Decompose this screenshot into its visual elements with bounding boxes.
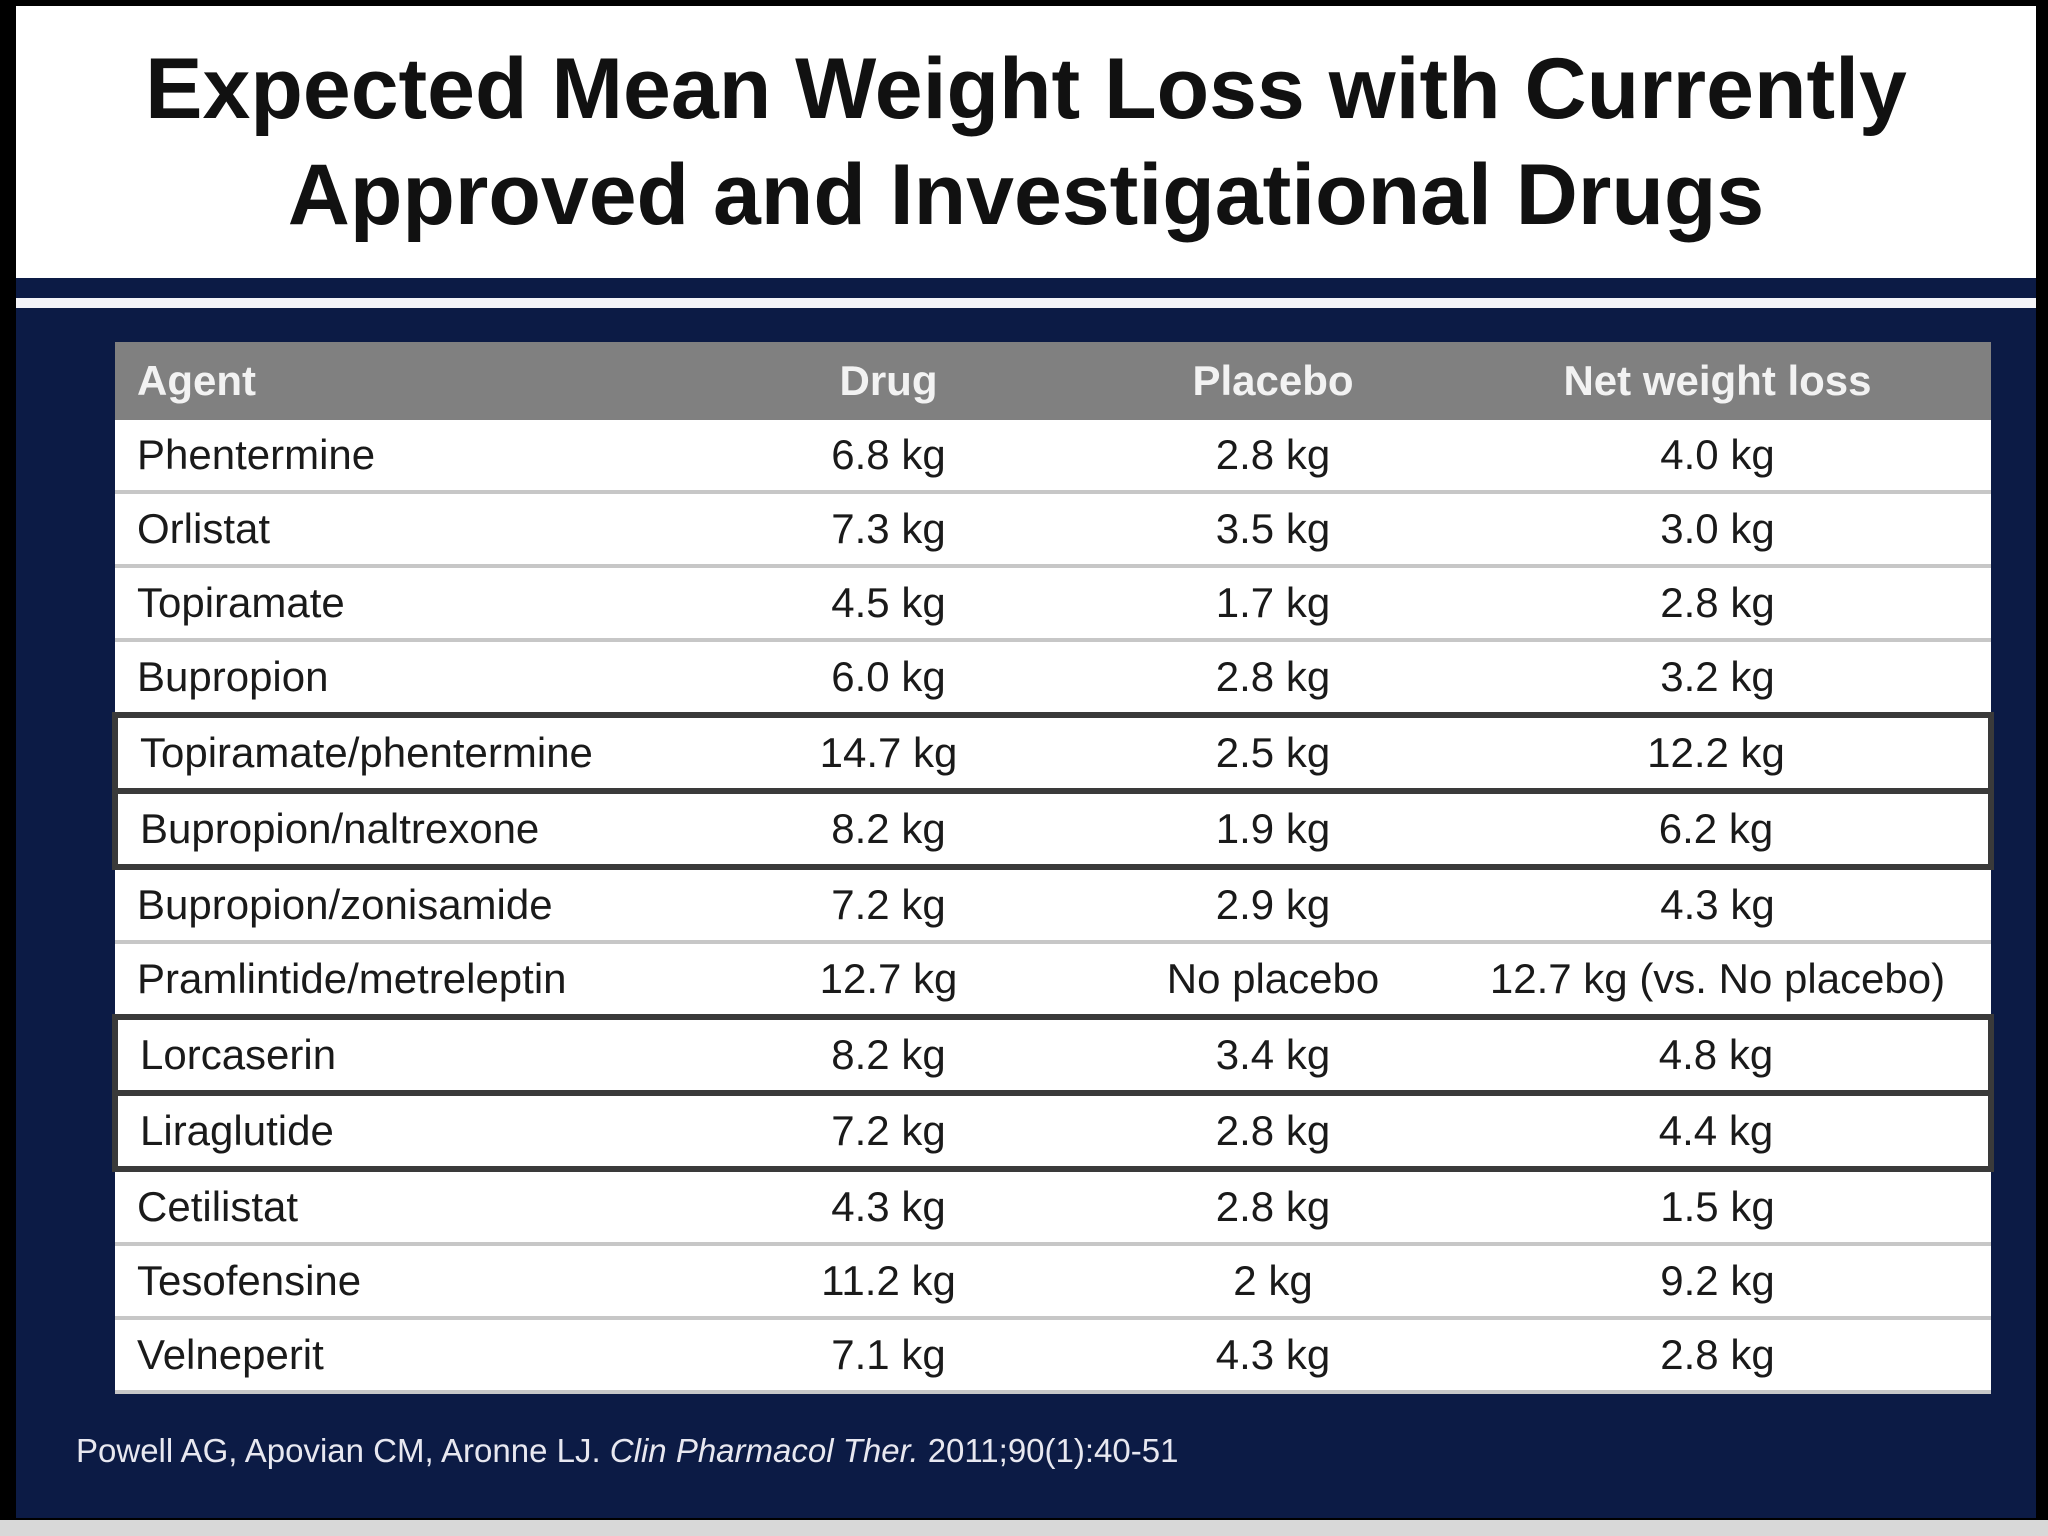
net-weight-loss-cell: 4.0 kg bbox=[1444, 420, 1991, 494]
drug-cell: 7.2 kg bbox=[675, 867, 1102, 944]
net-weight-loss-cell: 1.5 kg bbox=[1444, 1169, 1991, 1246]
table-row: Phentermine 6.8 kg 2.8 kg 4.0 kg bbox=[115, 420, 1991, 494]
slide: Expected Mean Weight Loss with Currently… bbox=[16, 6, 2036, 1518]
title-divider-highlight bbox=[16, 298, 2036, 308]
agent-cell: Velneperit bbox=[115, 1318, 675, 1394]
drug-cell: 11.2 kg bbox=[675, 1244, 1102, 1320]
drug-cell: 7.3 kg bbox=[675, 492, 1102, 568]
placebo-cell: 1.7 kg bbox=[1102, 566, 1444, 642]
agent-cell: Bupropion bbox=[115, 640, 675, 717]
header-drug: Drug bbox=[675, 342, 1102, 420]
header-agent: Agent bbox=[115, 342, 675, 420]
slide-title: Expected Mean Weight Loss with Currently… bbox=[145, 36, 1907, 248]
net-weight-loss-cell: 2.8 kg bbox=[1444, 566, 1991, 642]
net-weight-loss-cell: 4.4 kg bbox=[1444, 1090, 1994, 1172]
placebo-cell: 1.9 kg bbox=[1102, 788, 1444, 870]
table-row: Bupropion 6.0 kg 2.8 kg 3.2 kg bbox=[115, 640, 1991, 717]
drug-cell: 6.8 kg bbox=[675, 420, 1102, 494]
table-row: Velneperit 7.1 kg 4.3 kg 2.8 kg bbox=[115, 1318, 1991, 1394]
bottom-strip bbox=[0, 1520, 2048, 1536]
placebo-cell: 3.5 kg bbox=[1102, 492, 1444, 568]
placebo-cell: 2.8 kg bbox=[1102, 640, 1444, 717]
drug-cell: 4.3 kg bbox=[675, 1169, 1102, 1246]
table-row-highlighted: Liraglutide 7.2 kg 2.8 kg 4.4 kg bbox=[112, 1090, 1994, 1172]
net-weight-loss-cell: 4.8 kg bbox=[1444, 1014, 1994, 1096]
placebo-cell: 2.5 kg bbox=[1102, 712, 1444, 794]
net-weight-loss-cell: 3.0 kg bbox=[1444, 492, 1991, 568]
placebo-cell: 2.8 kg bbox=[1102, 1169, 1444, 1246]
agent-cell: Tesofensine bbox=[115, 1244, 675, 1320]
table-row-highlighted: Bupropion/naltrexone 8.2 kg 1.9 kg 6.2 k… bbox=[112, 788, 1994, 870]
agent-cell: Liraglutide bbox=[112, 1090, 675, 1172]
placebo-cell: No placebo bbox=[1102, 942, 1444, 1019]
placebo-cell: 2 kg bbox=[1102, 1244, 1444, 1320]
table-row: Bupropion/zonisamide 7.2 kg 2.9 kg 4.3 k… bbox=[115, 867, 1991, 944]
citation: Powell AG, Apovian CM, Aronne LJ. Clin P… bbox=[76, 1432, 1178, 1470]
title-line-1: Expected Mean Weight Loss with Currently bbox=[145, 41, 1907, 137]
placebo-cell: 2.8 kg bbox=[1102, 420, 1444, 494]
citation-reference: 2011;90(1):40-51 bbox=[927, 1432, 1179, 1469]
title-line-2: Approved and Investigational Drugs bbox=[287, 147, 1765, 243]
table-row: Cetilistat 4.3 kg 2.8 kg 1.5 kg bbox=[115, 1169, 1991, 1246]
net-weight-loss-cell: 4.3 kg bbox=[1444, 867, 1991, 944]
header-net-weight-loss: Net weight loss bbox=[1444, 342, 1991, 420]
net-weight-loss-cell: 12.7 kg (vs. No placebo) bbox=[1444, 942, 1991, 1019]
net-weight-loss-cell: 12.2 kg bbox=[1444, 712, 1994, 794]
table-row: Pramlintide/metreleptin 12.7 kg No place… bbox=[115, 942, 1991, 1019]
agent-cell: Phentermine bbox=[115, 420, 675, 494]
table-header-row: Agent Drug Placebo Net weight loss bbox=[115, 342, 1991, 420]
drug-cell: 7.1 kg bbox=[675, 1318, 1102, 1394]
drug-cell: 7.2 kg bbox=[675, 1090, 1102, 1172]
placebo-cell: 2.8 kg bbox=[1102, 1090, 1444, 1172]
header-placebo: Placebo bbox=[1102, 342, 1444, 420]
weight-loss-table-container: Agent Drug Placebo Net weight loss Phent… bbox=[112, 342, 1994, 1394]
net-weight-loss-cell: 3.2 kg bbox=[1444, 640, 1991, 717]
placebo-cell: 4.3 kg bbox=[1102, 1318, 1444, 1394]
agent-cell: Topiramate/phentermine bbox=[112, 712, 675, 794]
agent-cell: Bupropion/zonisamide bbox=[115, 867, 675, 944]
agent-cell: Pramlintide/metreleptin bbox=[115, 942, 675, 1019]
title-area: Expected Mean Weight Loss with Currently… bbox=[16, 6, 2036, 278]
citation-authors: Powell AG, Apovian CM, Aronne LJ. bbox=[76, 1432, 601, 1469]
placebo-cell: 3.4 kg bbox=[1102, 1014, 1444, 1096]
agent-cell: Lorcaserin bbox=[112, 1014, 675, 1096]
drug-cell: 4.5 kg bbox=[675, 566, 1102, 642]
table-row-highlighted: Lorcaserin 8.2 kg 3.4 kg 4.8 kg bbox=[112, 1014, 1994, 1096]
drug-cell: 14.7 kg bbox=[675, 712, 1102, 794]
net-weight-loss-cell: 2.8 kg bbox=[1444, 1318, 1991, 1394]
agent-cell: Cetilistat bbox=[115, 1169, 675, 1246]
table-row: Tesofensine 11.2 kg 2 kg 9.2 kg bbox=[115, 1244, 1991, 1320]
citation-journal: Clin Pharmacol Ther. bbox=[609, 1432, 919, 1469]
agent-cell: Orlistat bbox=[115, 492, 675, 568]
placebo-cell: 2.9 kg bbox=[1102, 867, 1444, 944]
drug-cell: 8.2 kg bbox=[675, 788, 1102, 870]
table-row: Orlistat 7.3 kg 3.5 kg 3.0 kg bbox=[115, 492, 1991, 568]
agent-cell: Bupropion/naltrexone bbox=[112, 788, 675, 870]
title-divider bbox=[16, 278, 2036, 298]
net-weight-loss-cell: 9.2 kg bbox=[1444, 1244, 1991, 1320]
drug-cell: 12.7 kg bbox=[675, 942, 1102, 1019]
drug-cell: 8.2 kg bbox=[675, 1014, 1102, 1096]
agent-cell: Topiramate bbox=[115, 566, 675, 642]
drug-cell: 6.0 kg bbox=[675, 640, 1102, 717]
table-row-highlighted: Topiramate/phentermine 14.7 kg 2.5 kg 12… bbox=[112, 712, 1994, 794]
weight-loss-table: Agent Drug Placebo Net weight loss Phent… bbox=[112, 342, 1994, 1394]
table-row: Topiramate 4.5 kg 1.7 kg 2.8 kg bbox=[115, 566, 1991, 642]
net-weight-loss-cell: 6.2 kg bbox=[1444, 788, 1994, 870]
